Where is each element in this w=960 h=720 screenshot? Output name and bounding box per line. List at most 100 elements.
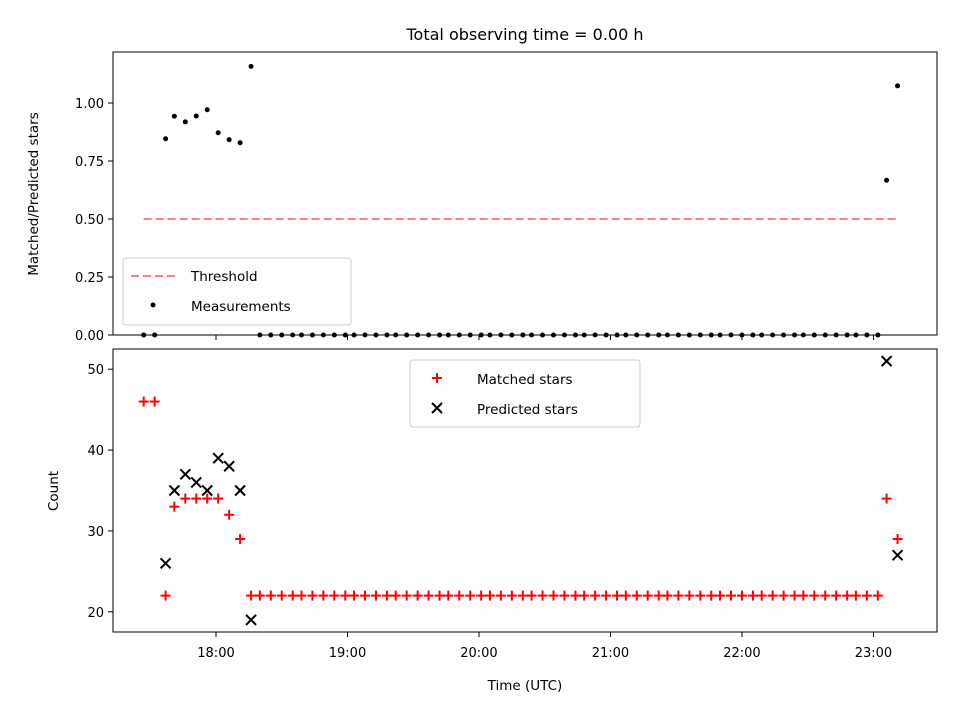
predicted-star-point (212, 452, 224, 464)
measurement-point (487, 332, 493, 338)
predicted-star-point (159, 557, 172, 569)
matched-star-point (861, 590, 872, 601)
measurement-point (739, 332, 745, 338)
matched-star-point (276, 590, 287, 601)
x-tick-label: 22:00 (723, 646, 760, 661)
measurement-point (342, 332, 348, 338)
predicted-star-point (891, 549, 904, 561)
y-tick-label: 30 (87, 525, 104, 540)
measurement-point (393, 332, 399, 338)
measurement-point (331, 332, 337, 338)
matched-star-point (684, 590, 695, 601)
measurement-point (163, 136, 169, 142)
measurement-point (800, 332, 806, 338)
measurement-point (656, 332, 662, 338)
matched-star-point (831, 590, 842, 601)
measurement-point (864, 332, 870, 338)
measurement-point (708, 332, 714, 338)
matched-star-point (526, 590, 537, 601)
measurement-point (351, 332, 357, 338)
top-axes: Total observing time = 0.00 h 0.000.250.… (26, 25, 938, 344)
matched-star-point (349, 590, 360, 601)
matched-star-point (495, 590, 506, 601)
matched-star-point (329, 590, 340, 601)
matched-star-point (390, 590, 401, 601)
measurement-point (811, 332, 817, 338)
measurement-point (362, 332, 368, 338)
legend-predicted-label: Predicted stars (477, 402, 578, 418)
matched-star-point (454, 590, 465, 601)
matched-star-point (798, 590, 809, 601)
matched-star-point (370, 590, 381, 601)
measurement-point (320, 332, 326, 338)
matched-star-point (612, 590, 623, 601)
matched-star-point (872, 590, 883, 601)
predicted-star-point (179, 468, 192, 481)
matched-star-point (747, 590, 758, 601)
matched-star-point (307, 590, 318, 601)
measurement-point (614, 332, 620, 338)
measurement-point (728, 332, 734, 338)
matched-star-point (138, 396, 149, 407)
measurement-point (437, 332, 443, 338)
measurement-point (279, 332, 285, 338)
measurement-point (309, 332, 315, 338)
matched-star-point (484, 590, 495, 601)
measurement-point (561, 332, 567, 338)
measurement-point (603, 332, 609, 338)
measurement-point (581, 332, 587, 338)
matched-star-point (191, 493, 202, 504)
matched-star-point (570, 590, 581, 601)
measurement-point (226, 137, 232, 143)
matched-stars-points (138, 396, 903, 601)
matched-star-point (892, 534, 903, 545)
predicted-star-point (880, 355, 893, 367)
x-axis-label: Time (UTC) (487, 678, 563, 694)
x-tick-label: 19:00 (329, 646, 366, 661)
matched-star-point (381, 590, 392, 601)
matched-star-point (695, 590, 706, 601)
matched-star-point (653, 590, 664, 601)
matched-star-point (287, 590, 298, 601)
matched-star-point (296, 590, 307, 601)
x-tick-label: 23:00 (855, 646, 892, 661)
measurement-point (445, 332, 451, 338)
matched-star-point (169, 501, 180, 512)
measurement-point (686, 332, 692, 338)
matched-star-point (443, 590, 454, 601)
predicted-star-point (190, 476, 202, 489)
y-tick-label: 40 (87, 444, 104, 459)
measurement-point (750, 332, 756, 338)
matched-star-point (265, 590, 276, 601)
measurement-point (529, 332, 535, 338)
matched-star-point (202, 493, 213, 504)
measurement-point (152, 332, 158, 338)
measurement-point (171, 113, 177, 119)
matched-star-point (767, 590, 778, 601)
matched-star-point (517, 590, 528, 601)
measurement-point (456, 332, 462, 338)
measurement-point (717, 332, 723, 338)
matched-star-point (601, 590, 612, 601)
measurement-point (415, 332, 421, 338)
measurement-point (404, 332, 410, 338)
top-legend: Threshold Measurements (122, 257, 352, 326)
matched-star-point (789, 590, 800, 601)
measurement-point (664, 332, 670, 338)
matched-star-point (842, 590, 853, 601)
y-tick-label: 0.75 (75, 155, 104, 170)
legend-predicted-swatch (431, 402, 443, 414)
matched-star-point (620, 590, 631, 601)
matched-star-point (559, 590, 570, 601)
measurement-point (426, 332, 432, 338)
measurement-point (540, 332, 546, 338)
measurement-point (182, 119, 188, 125)
legend-threshold-label: Threshold (190, 269, 258, 285)
measurement-point (781, 332, 787, 338)
top-y-axis-label: Matched/Predicted stars (26, 112, 42, 275)
matched-star-point (412, 590, 423, 601)
measurement-point (792, 332, 798, 338)
measurement-point (509, 332, 515, 338)
matched-star-point (706, 590, 717, 601)
